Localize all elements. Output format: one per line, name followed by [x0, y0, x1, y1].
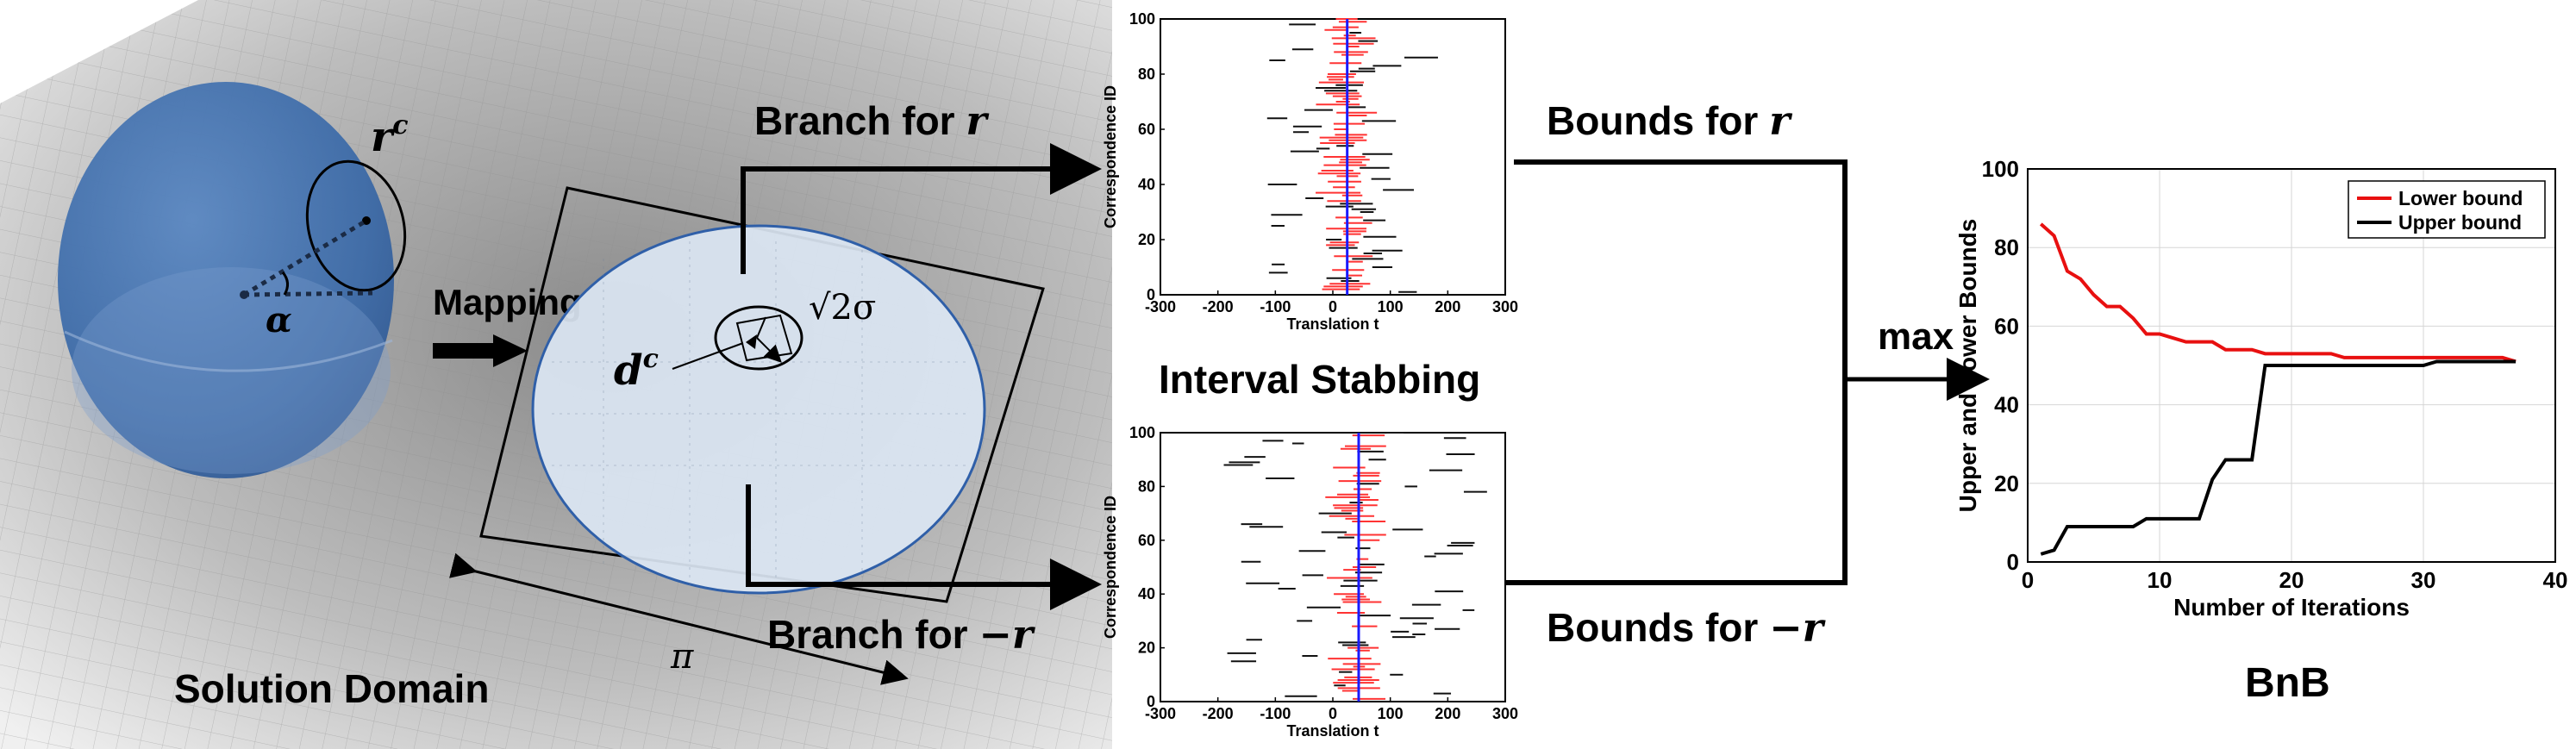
x-tick-label: -200 — [1203, 298, 1234, 315]
y-tick-label: 20 — [1138, 640, 1155, 657]
y-tick-label: 80 — [1138, 477, 1155, 495]
y-tick-label: 100 — [1982, 156, 2019, 182]
y-tick-label: 0 — [1147, 693, 1155, 710]
dc-label: dc — [614, 344, 659, 395]
sqrt2sigma-label: √2σ — [809, 288, 876, 328]
y-tick-label: 20 — [1994, 471, 2019, 496]
bounds-neg-r-line — [1505, 379, 1848, 585]
y-tick-label: 20 — [1138, 231, 1155, 248]
bounds-r-line — [1514, 159, 1848, 379]
y-axis-label: Correspondence ID — [1102, 85, 1119, 228]
rc-ellipse — [305, 159, 407, 292]
x-tick-label: -200 — [1203, 705, 1234, 722]
x-tick-label: 10 — [2148, 567, 2173, 593]
legend-label: Upper bound — [2398, 211, 2522, 234]
solution-domain-label: Solution Domain — [174, 666, 489, 711]
x-axis-label: Translation t — [1286, 722, 1379, 740]
x-tick-label: -100 — [1260, 298, 1291, 315]
max-label: max — [1878, 315, 1954, 358]
domain-square — [479, 186, 1045, 603]
interval-plot-r: -300 -200 -100 0 100 200 300020406080100Transl… — [1102, 10, 1518, 333]
rotation-sphere — [58, 82, 394, 478]
y-tick-label: 80 — [1138, 66, 1155, 83]
x-tick-label: 100 — [1378, 705, 1404, 722]
mapping-arrow-icon — [433, 334, 528, 367]
x-tick-label: -100 — [1260, 705, 1291, 722]
x-tick-label: 200 — [1435, 705, 1460, 722]
branch-neg-r-arrow — [746, 484, 1102, 610]
dc-circle — [714, 305, 803, 371]
x-tick-label: 0 — [2022, 567, 2034, 593]
rc-label: rc — [371, 110, 409, 161]
y-axis-label: Upper and Lower Bounds — [1954, 219, 1981, 513]
y-tick-label: 60 — [1138, 532, 1155, 549]
rc-point-icon — [362, 216, 371, 225]
alpha-label: α — [266, 300, 292, 340]
x-tick-label: 0 — [1329, 298, 1337, 315]
x-tick-label: 20 — [2279, 567, 2304, 593]
bnb-label: BnB — [2245, 660, 2330, 706]
y-axis-label: Correspondence ID — [1102, 496, 1119, 639]
y-tick-label: 80 — [1994, 234, 2019, 260]
branch-r-label: Branch for r — [754, 97, 990, 144]
x-axis-label: Number of Iterations — [2173, 594, 2410, 621]
y-tick-label: 0 — [2007, 549, 2019, 575]
interval-stabbing-label: Interval Stabbing — [1159, 357, 1480, 402]
branch-neg-r-label: Branch for −r — [767, 611, 1036, 658]
bounds-r-label: Bounds for r — [1547, 97, 1793, 144]
mapping-label: Mapping — [433, 282, 582, 322]
interval-plot-neg-r: -300 -200 -100 0 100 200 300020406080100Transl… — [1102, 424, 1518, 740]
chart-border — [2027, 168, 2556, 563]
y-tick-label: 100 — [1129, 10, 1155, 28]
y-tick-label: 40 — [1138, 176, 1155, 193]
plot-frame — [1160, 432, 1506, 702]
y-tick-label: 40 — [1138, 585, 1155, 602]
pi-label: π — [670, 637, 694, 677]
x-tick-label: 300 — [1492, 705, 1518, 722]
y-tick-label: 60 — [1994, 313, 2019, 339]
bounds-neg-r-label: Bounds for −r — [1547, 604, 1827, 651]
y-tick-label: 100 — [1129, 424, 1155, 441]
branch-r-arrow — [741, 143, 1102, 274]
x-tick-label: 300 — [1492, 298, 1518, 315]
legend-box — [2348, 180, 2546, 239]
y-tick-label: 0 — [1147, 286, 1155, 303]
x-tick-label: 30 — [2411, 567, 2436, 593]
solution-domain-panel: α rc Mapping dc √2σ π Solution Domain — [0, 0, 1112, 749]
x-tick-label: -300 — [1145, 298, 1176, 315]
x-tick-label: 100 — [1378, 298, 1404, 315]
x-axis-label: Translation t — [1286, 315, 1379, 333]
projected-disk — [531, 224, 986, 595]
series-line-lower-bound — [2039, 222, 2517, 364]
y-tick-label: 40 — [1994, 392, 2019, 418]
x-tick-label: -300 — [1145, 705, 1176, 722]
x-tick-label: 40 — [2543, 567, 2568, 593]
pi-arrow — [449, 552, 909, 685]
x-tick-label: 200 — [1435, 298, 1460, 315]
y-tick-label: 60 — [1138, 121, 1155, 138]
series-line-upper-bound — [2040, 359, 2517, 556]
x-tick-label: 0 — [1329, 705, 1337, 722]
legend-label: Lower bound — [2398, 187, 2523, 209]
bnb-chart: 0 10 20 30 40 0 20 40 60 80 100 Number of Iteration… — [1954, 156, 2567, 621]
